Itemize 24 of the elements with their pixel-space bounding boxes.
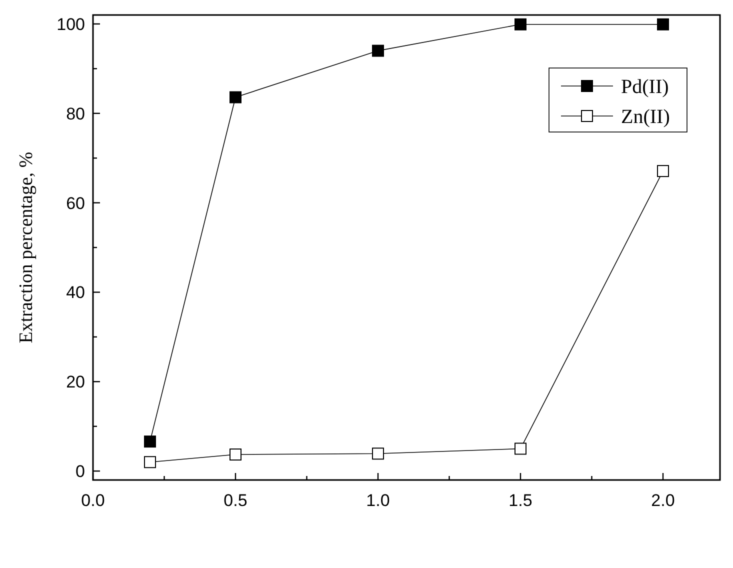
point <box>230 448 242 461</box>
x-tick-label: 1.0 <box>366 491 390 510</box>
y-tick-label: 80 <box>66 104 85 124</box>
point <box>230 91 242 104</box>
x-tick-label: 1.5 <box>508 491 532 510</box>
y-tick-label: 40 <box>66 283 85 302</box>
y-tick-label: 20 <box>66 372 85 392</box>
y-tick-label: 100 <box>56 14 85 34</box>
x-tick-label: 0.5 <box>224 491 248 510</box>
point <box>657 18 669 30</box>
point <box>144 436 156 448</box>
y-tick-label: 60 <box>66 194 85 213</box>
point <box>144 456 156 468</box>
legend-label: Pd(II) <box>621 76 669 98</box>
point <box>514 442 526 455</box>
point <box>372 44 384 57</box>
x-tick-label: 0.0 <box>81 491 105 510</box>
point <box>372 448 384 460</box>
y-tick-label: 0 <box>76 462 85 482</box>
point <box>657 165 669 178</box>
point <box>514 18 526 30</box>
legend-label: Zn(II) <box>621 106 670 128</box>
y-axis-title: Extraction percentage, % <box>16 152 37 344</box>
x-tick-label: 2.0 <box>651 491 675 510</box>
